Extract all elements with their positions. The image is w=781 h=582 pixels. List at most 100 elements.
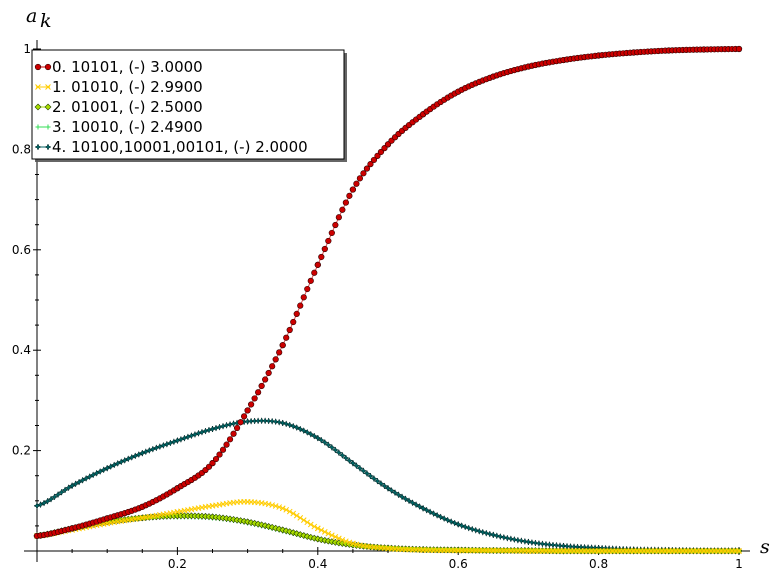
series-marker — [349, 186, 357, 193]
series-marker — [230, 430, 237, 437]
series-marker — [297, 302, 304, 309]
series-marker — [311, 269, 318, 276]
series-marker — [343, 538, 349, 545]
series-marker — [514, 536, 522, 544]
series-marker — [384, 484, 392, 492]
y-tick-label: 0.2 — [12, 444, 31, 458]
series-marker — [131, 452, 139, 460]
series-marker — [286, 326, 293, 334]
y-axis-label-subscript: k — [40, 10, 52, 32]
series-marker — [521, 537, 529, 546]
series-marker — [381, 145, 388, 152]
series-marker — [283, 506, 290, 513]
series-marker — [107, 462, 115, 471]
series-marker — [380, 482, 389, 490]
series-marker — [359, 467, 368, 475]
series-marker — [293, 423, 301, 432]
series-marker — [205, 426, 213, 434]
x-tick-label: 0.8 — [589, 557, 608, 571]
series-marker — [454, 520, 462, 529]
series-marker — [279, 505, 286, 512]
series-marker — [444, 516, 452, 524]
legend-label: 3. 10010, (-) 2.4900 — [52, 118, 203, 136]
series-marker — [103, 464, 111, 472]
series-marker — [138, 449, 146, 457]
legend-item: 2. 01001, (-) 2.5000 — [34, 98, 203, 116]
series-marker — [43, 497, 52, 505]
series-marker — [356, 464, 364, 472]
series-marker — [336, 535, 342, 542]
series-marker — [482, 529, 490, 537]
series-marker — [244, 407, 251, 414]
series-marker — [276, 349, 283, 356]
series-marker — [338, 451, 347, 459]
series-marker — [405, 497, 413, 505]
y-tick-label: 1 — [23, 42, 31, 56]
series-marker — [304, 519, 311, 526]
series-marker — [268, 417, 276, 425]
series-marker — [68, 482, 76, 490]
series-marker — [356, 175, 364, 182]
series-marker — [736, 548, 742, 554]
series-marker — [440, 514, 448, 523]
series-marker — [272, 418, 280, 426]
series-marker — [286, 508, 293, 515]
series-marker — [346, 539, 353, 546]
series-marker — [258, 382, 265, 390]
series-marker — [370, 474, 378, 483]
series-marker — [317, 436, 325, 444]
series-marker — [517, 537, 526, 545]
series-marker — [124, 455, 132, 463]
series-marker — [447, 517, 455, 526]
series-marker — [342, 454, 350, 462]
series-marker — [332, 221, 339, 229]
series-marker — [325, 237, 332, 245]
series-marker — [272, 503, 279, 509]
series-marker — [100, 466, 108, 474]
series-marker — [64, 484, 73, 492]
series-marker — [272, 356, 279, 363]
legend-marker — [44, 63, 52, 71]
series-marker — [422, 506, 431, 514]
series-marker — [314, 261, 321, 268]
series-marker — [458, 522, 466, 530]
series-marker — [114, 459, 122, 468]
series-marker — [223, 441, 230, 448]
series-marker — [89, 471, 97, 479]
series-marker — [36, 500, 45, 509]
series-marker — [208, 425, 217, 433]
y-tick-label: 0.6 — [12, 243, 31, 257]
series-marker — [415, 502, 424, 511]
series-marker — [321, 245, 328, 253]
legend-item: 4. 10100,10001,00101, (-) 2.0000 — [34, 138, 308, 156]
series-marker — [377, 148, 385, 156]
legend: 0. 10101, (-) 3.0000 1. 01010, (-) 2.9900… — [31, 49, 347, 162]
series-marker — [535, 539, 543, 548]
legend-label: 0. 10101, (-) 3.0000 — [52, 58, 203, 76]
legend-marker — [35, 84, 41, 90]
legend-label: 2. 01001, (-) 2.5000 — [52, 98, 203, 116]
series-marker — [201, 427, 210, 435]
legend-marker — [45, 124, 51, 130]
legend-label: 1. 01010, (-) 2.9900 — [52, 78, 203, 96]
series-marker — [289, 529, 297, 537]
series-marker — [503, 534, 511, 542]
series-marker — [524, 538, 533, 546]
series-marker — [96, 467, 104, 476]
series-marker — [339, 536, 346, 543]
series-marker — [542, 540, 550, 548]
series-marker — [394, 491, 403, 499]
series-marker — [248, 401, 255, 408]
legend-marker — [45, 84, 51, 90]
series-marker — [531, 539, 540, 547]
series-0 — [33, 45, 743, 540]
series-marker — [50, 493, 59, 501]
series-marker — [282, 420, 290, 428]
series-marker — [500, 533, 508, 542]
series-marker — [275, 418, 283, 426]
series-marker — [437, 513, 445, 521]
series-marker — [370, 156, 378, 164]
series-marker — [311, 523, 318, 530]
series-marker — [321, 438, 329, 447]
series-marker — [493, 532, 501, 540]
